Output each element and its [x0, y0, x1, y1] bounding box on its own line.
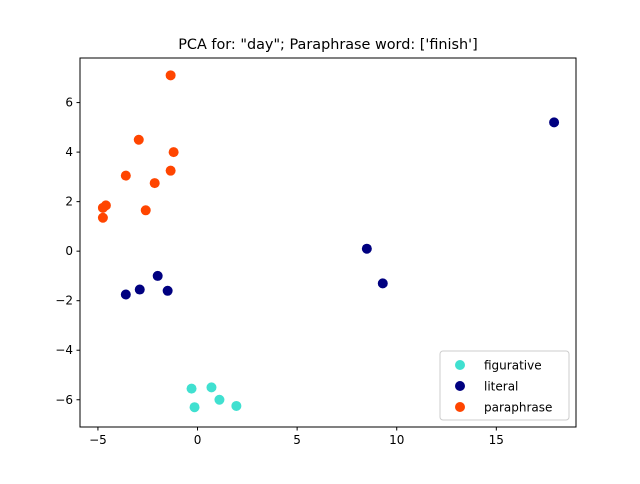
y-tick-label: 0: [65, 244, 73, 258]
data-point-literal: [120, 289, 131, 300]
y-tick-label: 6: [65, 96, 73, 110]
legend-label-paraphrase: paraphrase: [484, 401, 552, 415]
x-tick-label: 15: [489, 433, 504, 447]
data-point-figurative: [214, 394, 225, 405]
data-point-paraphrase: [165, 70, 176, 81]
data-point-paraphrase: [165, 165, 176, 176]
data-point-literal: [361, 243, 372, 254]
legend-box: [439, 350, 570, 421]
y-tick-label: −2: [55, 294, 73, 308]
data-point-paraphrase: [120, 170, 131, 181]
x-tick-label: 10: [389, 433, 404, 447]
y-tick-label: −4: [55, 343, 73, 357]
legend-marker-figurative: [455, 360, 465, 370]
legend: figurative literal paraphrase: [439, 350, 570, 421]
y-tick-label: 2: [65, 195, 73, 209]
data-point-literal: [377, 278, 388, 289]
legend-marker-paraphrase: [455, 402, 465, 412]
data-points: [97, 70, 560, 413]
data-point-figurative: [206, 382, 217, 393]
data-point-literal: [549, 117, 560, 128]
x-tick-label: 0: [194, 433, 202, 447]
y-tick-label: −6: [55, 393, 73, 407]
x-tick-label: 5: [293, 433, 301, 447]
data-point-figurative: [189, 402, 200, 413]
data-point-paraphrase: [97, 212, 108, 223]
data-point-paraphrase: [168, 147, 179, 158]
data-point-paraphrase: [97, 202, 108, 213]
data-point-paraphrase: [140, 205, 151, 216]
chart-title: PCA for: "day"; Paraphrase word: ['finis…: [178, 37, 477, 53]
y-tick-label: 4: [65, 145, 73, 159]
data-point-paraphrase: [149, 178, 160, 189]
plot-frame: [79, 57, 577, 428]
legend-label-figurative: figurative: [484, 359, 542, 373]
legend-label-literal: literal: [484, 380, 518, 394]
x-tick-label: −5: [89, 433, 107, 447]
axis-ticks: −5 0 5 10 15 −6 −4 −2 0 2 4 6: [55, 96, 504, 447]
data-point-figurative: [231, 400, 242, 411]
data-point-figurative: [186, 383, 197, 394]
data-point-paraphrase: [133, 134, 144, 145]
legend-marker-literal: [455, 381, 465, 391]
data-point-literal: [152, 270, 163, 281]
data-point-literal: [134, 284, 145, 295]
data-point-literal: [162, 285, 173, 296]
